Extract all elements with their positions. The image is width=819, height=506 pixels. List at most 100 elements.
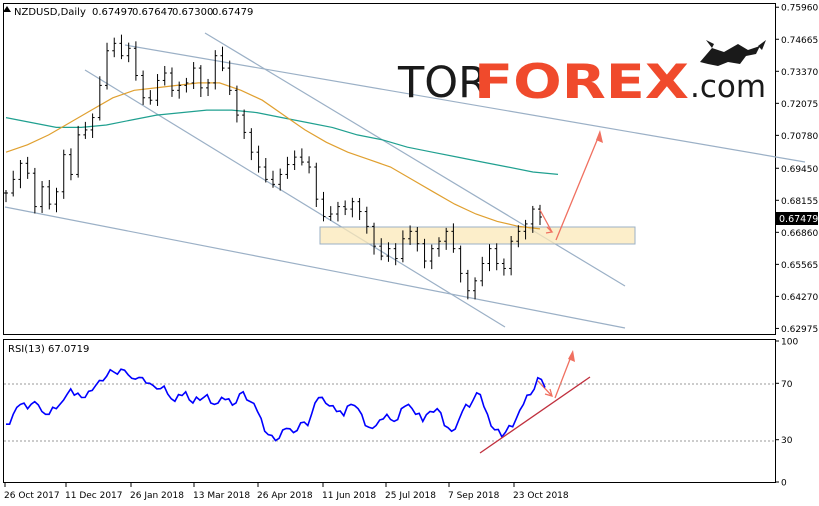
price-bar — [400, 230, 405, 263]
price-bar — [213, 50, 218, 90]
price-bar — [364, 206, 369, 234]
rsi-title: RSI(13) 67.0719 — [8, 344, 89, 355]
price-bar — [285, 156, 290, 179]
price-bar — [393, 243, 398, 266]
price-bar — [177, 81, 182, 99]
price-bar — [11, 170, 16, 197]
current-price-label: 0.67479 — [779, 214, 818, 225]
chart-symbol-title: NZDUSD,Daily — [14, 7, 86, 18]
price-tick-label: 0.69450 — [781, 165, 818, 175]
price-tick-label: 0.68155 — [781, 197, 818, 207]
price-bar — [487, 244, 492, 272]
price-axis: 0.75960 0.74665 0.73370 0.72075 0.70780 0.694… — [775, 4, 818, 335]
bull-bear-icon — [700, 40, 766, 66]
rsi-levels — [4, 383, 775, 442]
price-bar — [444, 227, 449, 250]
price-bar — [465, 269, 470, 300]
price-bar — [54, 187, 59, 213]
price-tick-label: 0.73370 — [781, 68, 818, 78]
price-bar — [148, 90, 153, 105]
ohlc-low: 0.67300 — [172, 7, 213, 18]
time-tick-label: 26 Oct 2017 — [4, 491, 60, 501]
price-bar — [32, 167, 37, 214]
rsi-trend-line — [479, 376, 591, 454]
price-bar — [162, 65, 167, 86]
price-bar — [343, 200, 348, 216]
price-bar — [47, 179, 52, 210]
time-tick-label: 23 Oct 2018 — [513, 491, 569, 501]
rsi-line — [6, 368, 546, 442]
price-bar — [133, 41, 138, 81]
target-arrow — [555, 132, 601, 241]
fast-moving-average — [5, 82, 541, 230]
price-bar — [184, 77, 189, 93]
torforex-logo: TOR FOREX .com — [397, 40, 766, 110]
ohlc-open: 0.67497 — [92, 7, 133, 18]
time-tick-label: 11 Dec 2017 — [65, 491, 123, 501]
price-bar — [278, 168, 283, 191]
lower-channel-line — [4, 206, 626, 329]
price-tick-label: 0.66860 — [781, 229, 818, 239]
logo-tor: TOR — [397, 58, 488, 108]
rsi-tick-label: 70 — [781, 380, 793, 390]
price-bar — [191, 62, 196, 90]
price-bar — [61, 149, 66, 199]
pullback-arrow — [539, 209, 553, 233]
price-tick-label: 0.75960 — [781, 4, 818, 14]
chart-menu-icon[interactable] — [3, 6, 11, 12]
forecast-arrows — [537, 130, 603, 399]
target-arrow-head — [596, 130, 603, 143]
price-bars — [4, 34, 542, 300]
price-bar — [119, 34, 124, 60]
price-bar — [429, 244, 434, 270]
price-bar — [299, 148, 304, 166]
price-bar — [386, 242, 391, 262]
price-bar — [436, 237, 441, 257]
price-bar — [198, 65, 203, 98]
inner-channel-line — [84, 69, 506, 328]
price-bar — [480, 256, 485, 287]
price-bar — [4, 190, 8, 203]
time-axis: 26 Oct 2017 11 Dec 2017 26 Jan 2018 13 Mar … — [4, 483, 569, 501]
rsi-target-arrow — [554, 353, 573, 399]
ma-fast-line — [5, 82, 541, 230]
price-bar — [141, 70, 146, 105]
rsi-tick-label: 0 — [781, 479, 787, 489]
price-bar — [234, 85, 239, 123]
price-bar — [335, 201, 340, 222]
rsi-pullback-arrow-head — [544, 388, 553, 397]
price-tick-label: 0.62975 — [781, 325, 818, 335]
rsi-axis: 100 70 30 0 — [775, 338, 798, 489]
price-bar — [242, 109, 247, 139]
price-bar — [530, 205, 535, 233]
price-bar — [509, 235, 514, 276]
price-bar — [206, 78, 211, 97]
price-bar — [328, 206, 333, 221]
price-bar — [494, 243, 499, 271]
price-bar — [458, 245, 463, 283]
price-bar — [68, 148, 73, 181]
logo-domain: .com — [690, 69, 766, 105]
time-tick-label: 7 Sep 2018 — [448, 491, 500, 501]
ma-slow-line — [5, 109, 559, 175]
price-bar — [271, 170, 275, 188]
rsi-target-arrow-head — [568, 350, 575, 362]
price-bar — [379, 238, 384, 261]
price-bar — [263, 157, 268, 183]
price-bar — [155, 74, 160, 106]
price-tick-label: 0.74665 — [781, 36, 818, 46]
price-bar — [126, 42, 131, 63]
time-tick-label: 25 Jul 2018 — [385, 491, 436, 501]
price-tick-label: 0.64270 — [781, 293, 818, 303]
price-bar — [350, 197, 355, 218]
price-bar — [227, 60, 232, 96]
main-chart-frame — [3, 3, 776, 335]
price-bar — [523, 219, 528, 240]
slow-moving-average — [5, 109, 559, 175]
rsi-tick-label: 30 — [781, 436, 793, 446]
rsi-chart-frame — [3, 339, 776, 483]
price-bar — [538, 204, 542, 225]
rsi-series — [6, 368, 546, 442]
price-bar — [83, 121, 88, 139]
